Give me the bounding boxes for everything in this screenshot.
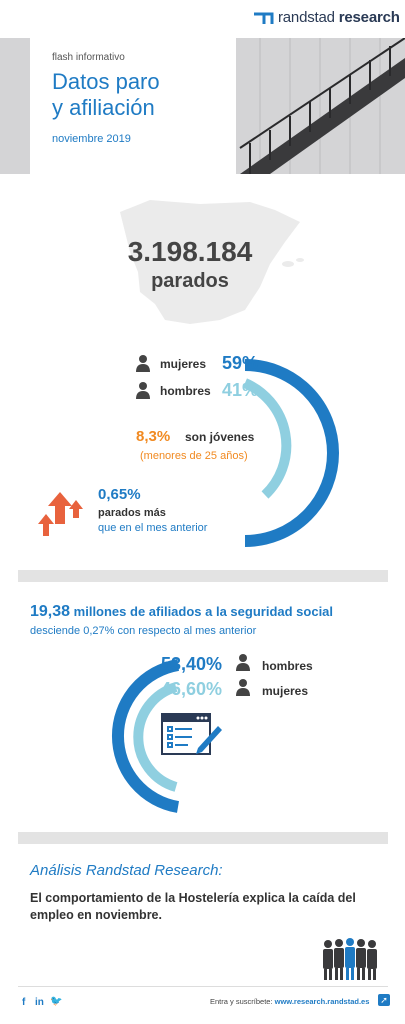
person-icon: [136, 382, 150, 399]
footer-url-link[interactable]: www.research.randstad.es: [274, 997, 370, 1006]
unemployment-ring-chart: [242, 359, 339, 547]
spain-map-icon: [120, 200, 304, 324]
page-title: Datos paro y afiliación: [52, 69, 236, 121]
change-label: parados más: [98, 507, 166, 519]
women-percentage: 59%: [222, 353, 259, 373]
hero-kicker: flash informativo: [52, 52, 125, 63]
men-percentage: 41%: [222, 380, 259, 400]
young-label: son jóvenes: [185, 430, 255, 444]
person-icon: [236, 679, 250, 696]
hero-card: flash informativo Datos paro y afiliació…: [30, 38, 236, 174]
person-icon: [236, 654, 250, 671]
twitter-icon[interactable]: 🐦: [50, 996, 63, 1007]
title-line-1: Datos paro: [52, 69, 160, 94]
logo-suffix: research: [338, 9, 400, 26]
unemployed-label: parados: [151, 270, 229, 292]
footer-divider: [18, 986, 388, 987]
young-subtitle: (menores de 25 años): [140, 450, 248, 462]
business-people-icon: [323, 938, 377, 980]
logo-brand: randstad: [278, 9, 335, 26]
affiliates-headline: 19,38 millones de afiliados a la segurid…: [30, 603, 390, 621]
logo-text[interactable]: randstad research: [278, 9, 400, 26]
person-icon: [136, 355, 150, 372]
affiliates-subtitle: desciende 0,27% con respecto al mes ante…: [30, 625, 257, 637]
affiliates-number: 19,38: [30, 603, 71, 620]
footer-cta-text: Entra y suscríbete:: [210, 997, 275, 1006]
men-label: hombres: [160, 384, 211, 398]
report-date: noviembre 2019: [52, 133, 131, 145]
form-icon: [161, 713, 222, 755]
linkedin-icon[interactable]: in: [35, 997, 44, 1008]
change-percentage: 0,65%: [98, 486, 141, 503]
title-line-2: y afiliación: [52, 95, 155, 120]
section-divider: [18, 570, 388, 582]
affiliates-label: millones de afiliados a la seguridad soc…: [70, 604, 334, 619]
affiliation-ring-chart: [112, 659, 180, 813]
women-label: mujeres: [160, 357, 207, 371]
external-arrow-icon[interactable]: ➚: [378, 994, 390, 1006]
affiliated-men-label: hombres: [262, 659, 313, 673]
analysis-text: El comportamiento de la Hostelería expli…: [30, 891, 356, 922]
change-subtitle: que en el mes anterior: [98, 522, 208, 534]
affiliated-women-label: mujeres: [262, 684, 309, 698]
section-divider: [18, 832, 388, 844]
top-bar: [0, 0, 405, 36]
randstad-logo-icon: [254, 12, 274, 24]
affiliated-women-percentage: 46,60%: [161, 679, 223, 699]
up-arrows-icon: [38, 492, 83, 536]
analysis-title: Análisis Randstad Research:: [30, 862, 223, 879]
unemployed-total: 3.198.184: [127, 236, 253, 267]
footer-subscribe: Entra y suscríbete: www.research.randsta…: [210, 997, 369, 1006]
affiliated-men-percentage: 53,40%: [161, 654, 223, 674]
facebook-icon[interactable]: f: [22, 997, 26, 1008]
young-percentage: 8,3%: [136, 428, 171, 445]
